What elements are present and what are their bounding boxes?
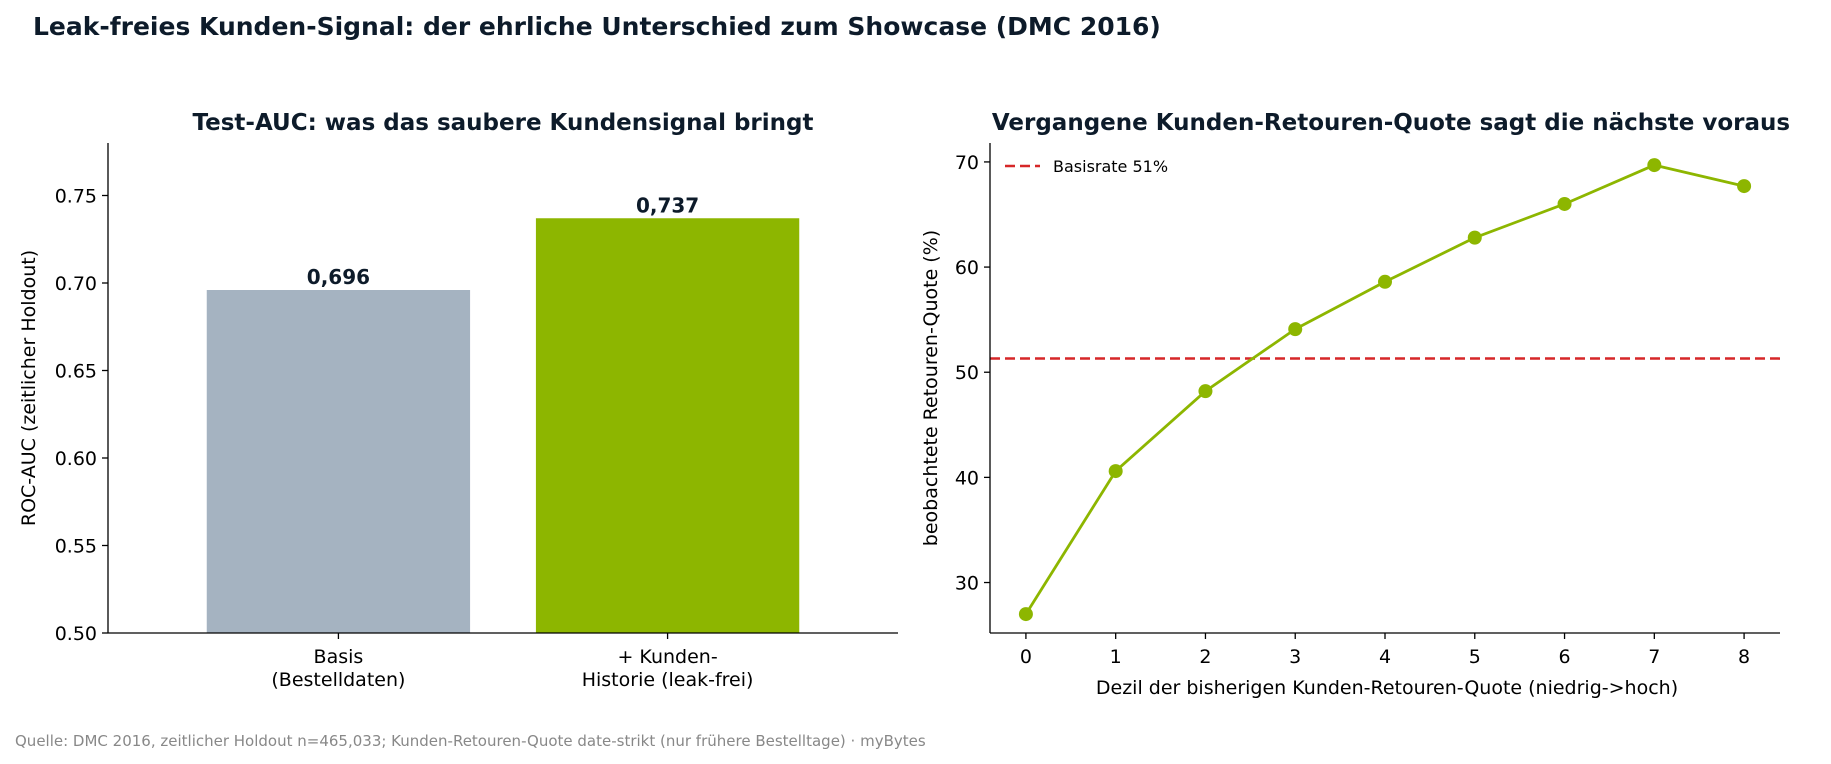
- line-chart-x-tick-label: 3: [1289, 646, 1301, 668]
- data-point: [1108, 464, 1123, 479]
- source-note: Quelle: DMC 2016, zeitlicher Holdout n=4…: [15, 732, 926, 750]
- bar: [206, 290, 471, 633]
- bar-chart-y-axis-label: ROC-AUC (zeitlicher Holdout): [18, 250, 40, 526]
- line-chart-x-axis-label: Dezil der bisherigen Kunden-Retouren-Quo…: [1096, 677, 1678, 699]
- line-chart-y-tick-label: 70: [955, 152, 979, 174]
- figure-title: Leak-freies Kunden-Signal: der ehrliche …: [33, 12, 1161, 41]
- data-point: [1288, 322, 1303, 337]
- bar-chart-y-tick-label: 0.60: [55, 448, 97, 470]
- bar-chart-y-tick-label: 0.65: [55, 361, 97, 383]
- line-chart-y-tick-label: 30: [955, 573, 979, 595]
- data-point: [1198, 384, 1213, 399]
- line-chart-series: [1018, 158, 1752, 622]
- line-chart-y-ticks: 30 40 50 60 70: [955, 152, 990, 595]
- bar-value-label: 0,737: [636, 193, 699, 217]
- data-point: [1647, 158, 1662, 173]
- data-point: [1018, 607, 1033, 622]
- bar-chart-x-tick-label: (Bestelldaten): [271, 669, 405, 691]
- line-chart-x-tick-label: 5: [1469, 646, 1481, 668]
- bar-chart-y-ticks: 0.50 0.55 0.60 0.65 0.70 0.75: [55, 186, 108, 645]
- line-chart-x-tick-label: 1: [1110, 646, 1122, 668]
- bar-chart-x-tick-label: Historie (leak-frei): [582, 669, 754, 691]
- line-chart-legend: Basisrate 51%: [1005, 157, 1168, 176]
- legend-baseline-label: Basisrate 51%: [1053, 157, 1168, 176]
- bar-chart-x-tick-label: Basis: [314, 646, 364, 668]
- auc-bar-chart: Test-AUC: was das saubere Kundensignal b…: [18, 110, 898, 691]
- bar-chart-x-ticks: Basis(Bestelldaten) + Kunden-Historie (le…: [271, 633, 753, 691]
- data-point: [1557, 196, 1572, 211]
- return-rate-line-chart: Vergangene Kunden-Retouren-Quote sagt di…: [920, 110, 1790, 699]
- data-point: [1378, 274, 1392, 289]
- bar-chart-x-tick-label: + Kunden-: [617, 646, 717, 668]
- series-line: [1024, 163, 1745, 615]
- line-chart-x-tick-label: 6: [1558, 646, 1570, 668]
- bar-chart-y-tick-label: 0.70: [55, 273, 97, 295]
- line-chart-y-axis-label: beobachtete Retouren-Quote (%): [920, 230, 942, 546]
- bar-chart-y-tick-label: 0.50: [55, 623, 97, 645]
- line-chart-x-tick-label: 8: [1738, 646, 1750, 668]
- line-chart-x-ticks: 0 1 2 3 4 5 6 7 8: [1020, 633, 1750, 668]
- line-chart-x-tick-label: 7: [1648, 646, 1660, 668]
- bar-chart-bars: 0,696 0,737: [206, 193, 800, 633]
- bar-chart-y-tick-label: 0.55: [55, 536, 97, 558]
- line-chart-title: Vergangene Kunden-Retouren-Quote sagt di…: [992, 110, 1790, 136]
- line-chart-x-tick-label: 4: [1379, 646, 1391, 668]
- bar-chart-y-tick-label: 0.75: [55, 186, 97, 208]
- line-chart-y-tick-label: 50: [955, 362, 979, 384]
- bar-value-label: 0,696: [307, 265, 370, 289]
- bar: [535, 218, 800, 633]
- line-chart-y-tick-label: 40: [955, 467, 979, 489]
- line-chart-x-tick-label: 0: [1020, 646, 1032, 668]
- line-chart-x-tick-label: 2: [1199, 646, 1211, 668]
- bar-chart-title: Test-AUC: was das saubere Kundensignal b…: [192, 110, 813, 136]
- line-chart-y-tick-label: 60: [955, 257, 979, 279]
- data-point: [1467, 230, 1482, 245]
- data-point: [1737, 179, 1752, 194]
